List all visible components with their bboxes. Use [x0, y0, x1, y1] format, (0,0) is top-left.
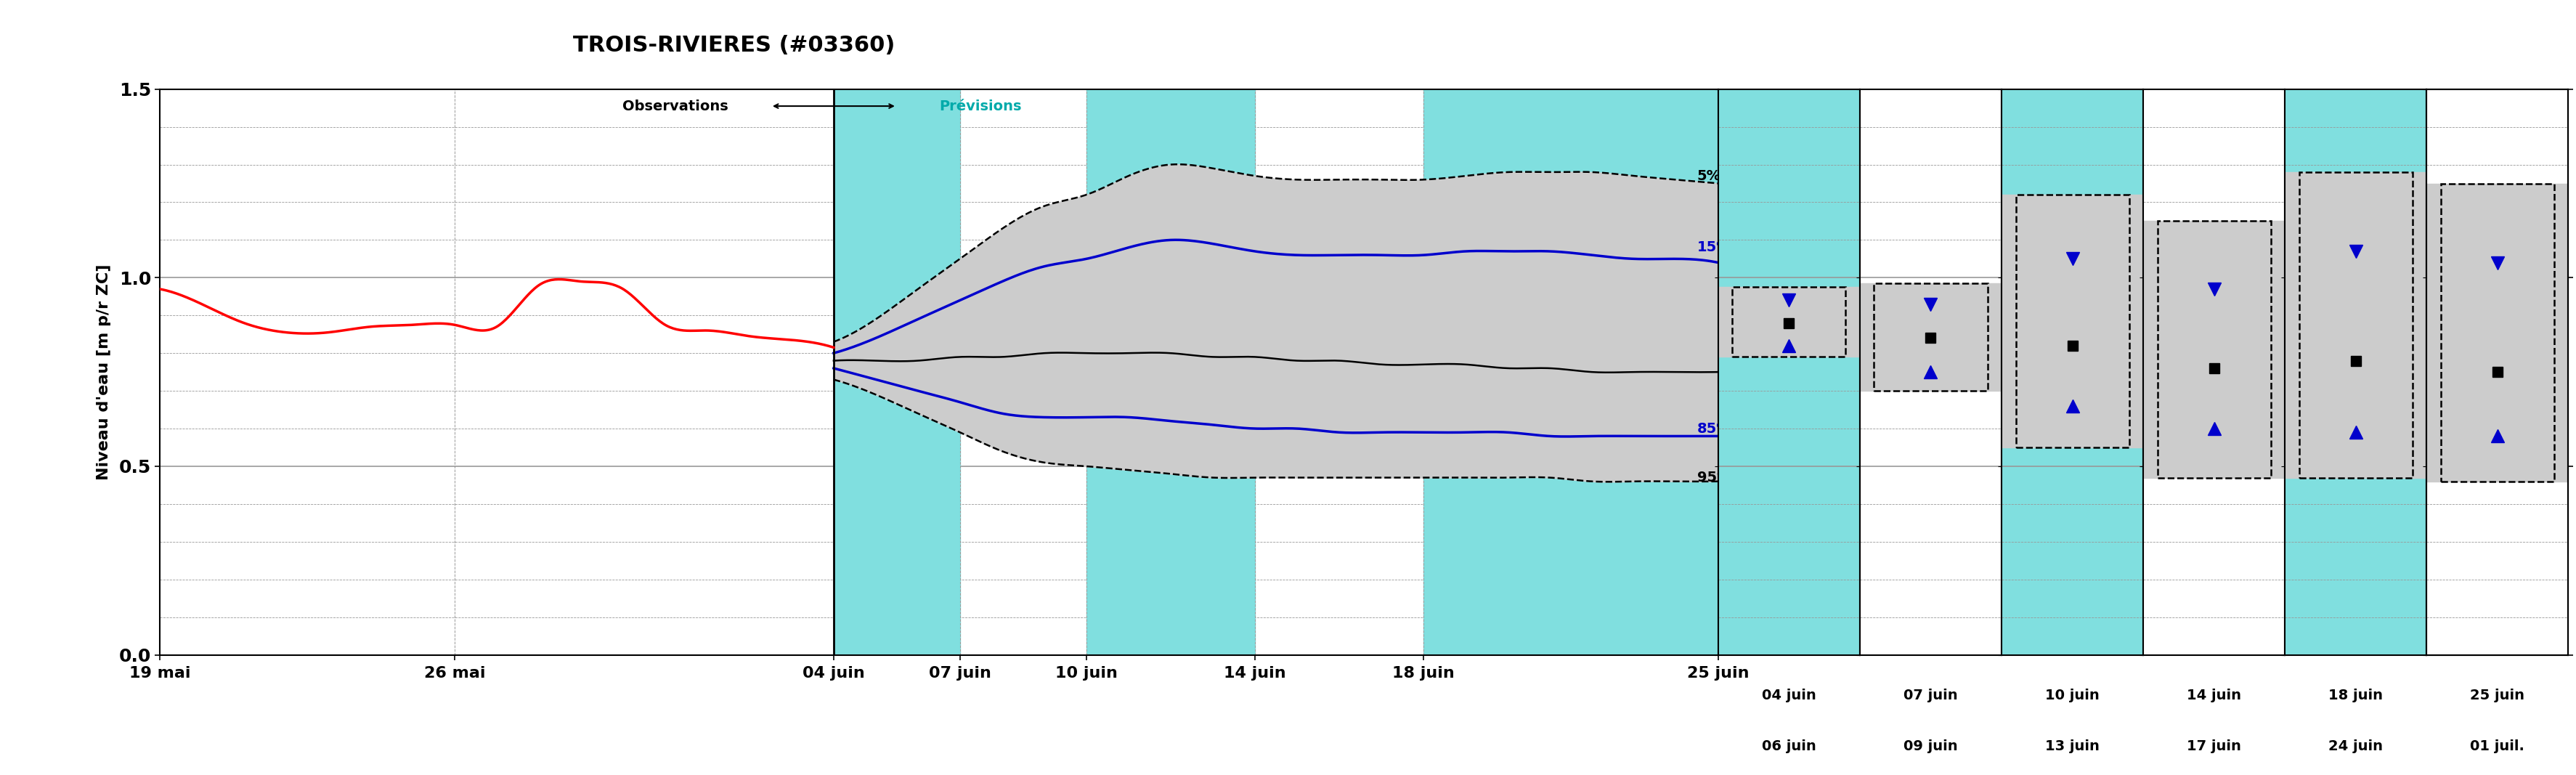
Bar: [1087, 89, 1255, 655]
Text: Prévisions: Prévisions: [940, 99, 1020, 113]
Text: 09 juin: 09 juin: [1904, 739, 1958, 753]
Bar: [1425, 89, 1718, 655]
Text: 14 juin: 14 juin: [2187, 689, 2241, 703]
Bar: [2159, 221, 2272, 477]
Text: 5%: 5%: [1698, 169, 1721, 183]
Text: 24 juin: 24 juin: [2329, 739, 2383, 753]
Text: 95%: 95%: [1698, 470, 1731, 484]
Text: 25 juin: 25 juin: [2470, 689, 2524, 703]
Text: 04 juin: 04 juin: [1762, 689, 1816, 703]
Text: 07 juin: 07 juin: [1904, 689, 1958, 703]
Text: 17 juin: 17 juin: [2187, 739, 2241, 753]
Text: 01 juil.: 01 juil.: [2470, 739, 2524, 753]
Bar: [835, 89, 961, 655]
Bar: [2442, 184, 2555, 481]
Text: 18 juin: 18 juin: [2329, 689, 2383, 703]
Text: 13 juin: 13 juin: [2045, 739, 2099, 753]
Bar: [2300, 172, 2414, 477]
Y-axis label: Niveau d'eau [m p/r ZC]: Niveau d'eau [m p/r ZC]: [95, 264, 111, 480]
Text: 15%: 15%: [1698, 240, 1731, 254]
Text: TROIS-RIVIERES (#03360): TROIS-RIVIERES (#03360): [572, 35, 896, 56]
Bar: [2017, 195, 2130, 447]
Bar: [1731, 287, 1844, 357]
Bar: [1875, 284, 1989, 391]
Text: 10 juin: 10 juin: [2045, 689, 2099, 703]
Text: Observations: Observations: [623, 99, 729, 113]
Text: 85%: 85%: [1698, 422, 1731, 436]
Text: 06 juin: 06 juin: [1762, 739, 1816, 753]
